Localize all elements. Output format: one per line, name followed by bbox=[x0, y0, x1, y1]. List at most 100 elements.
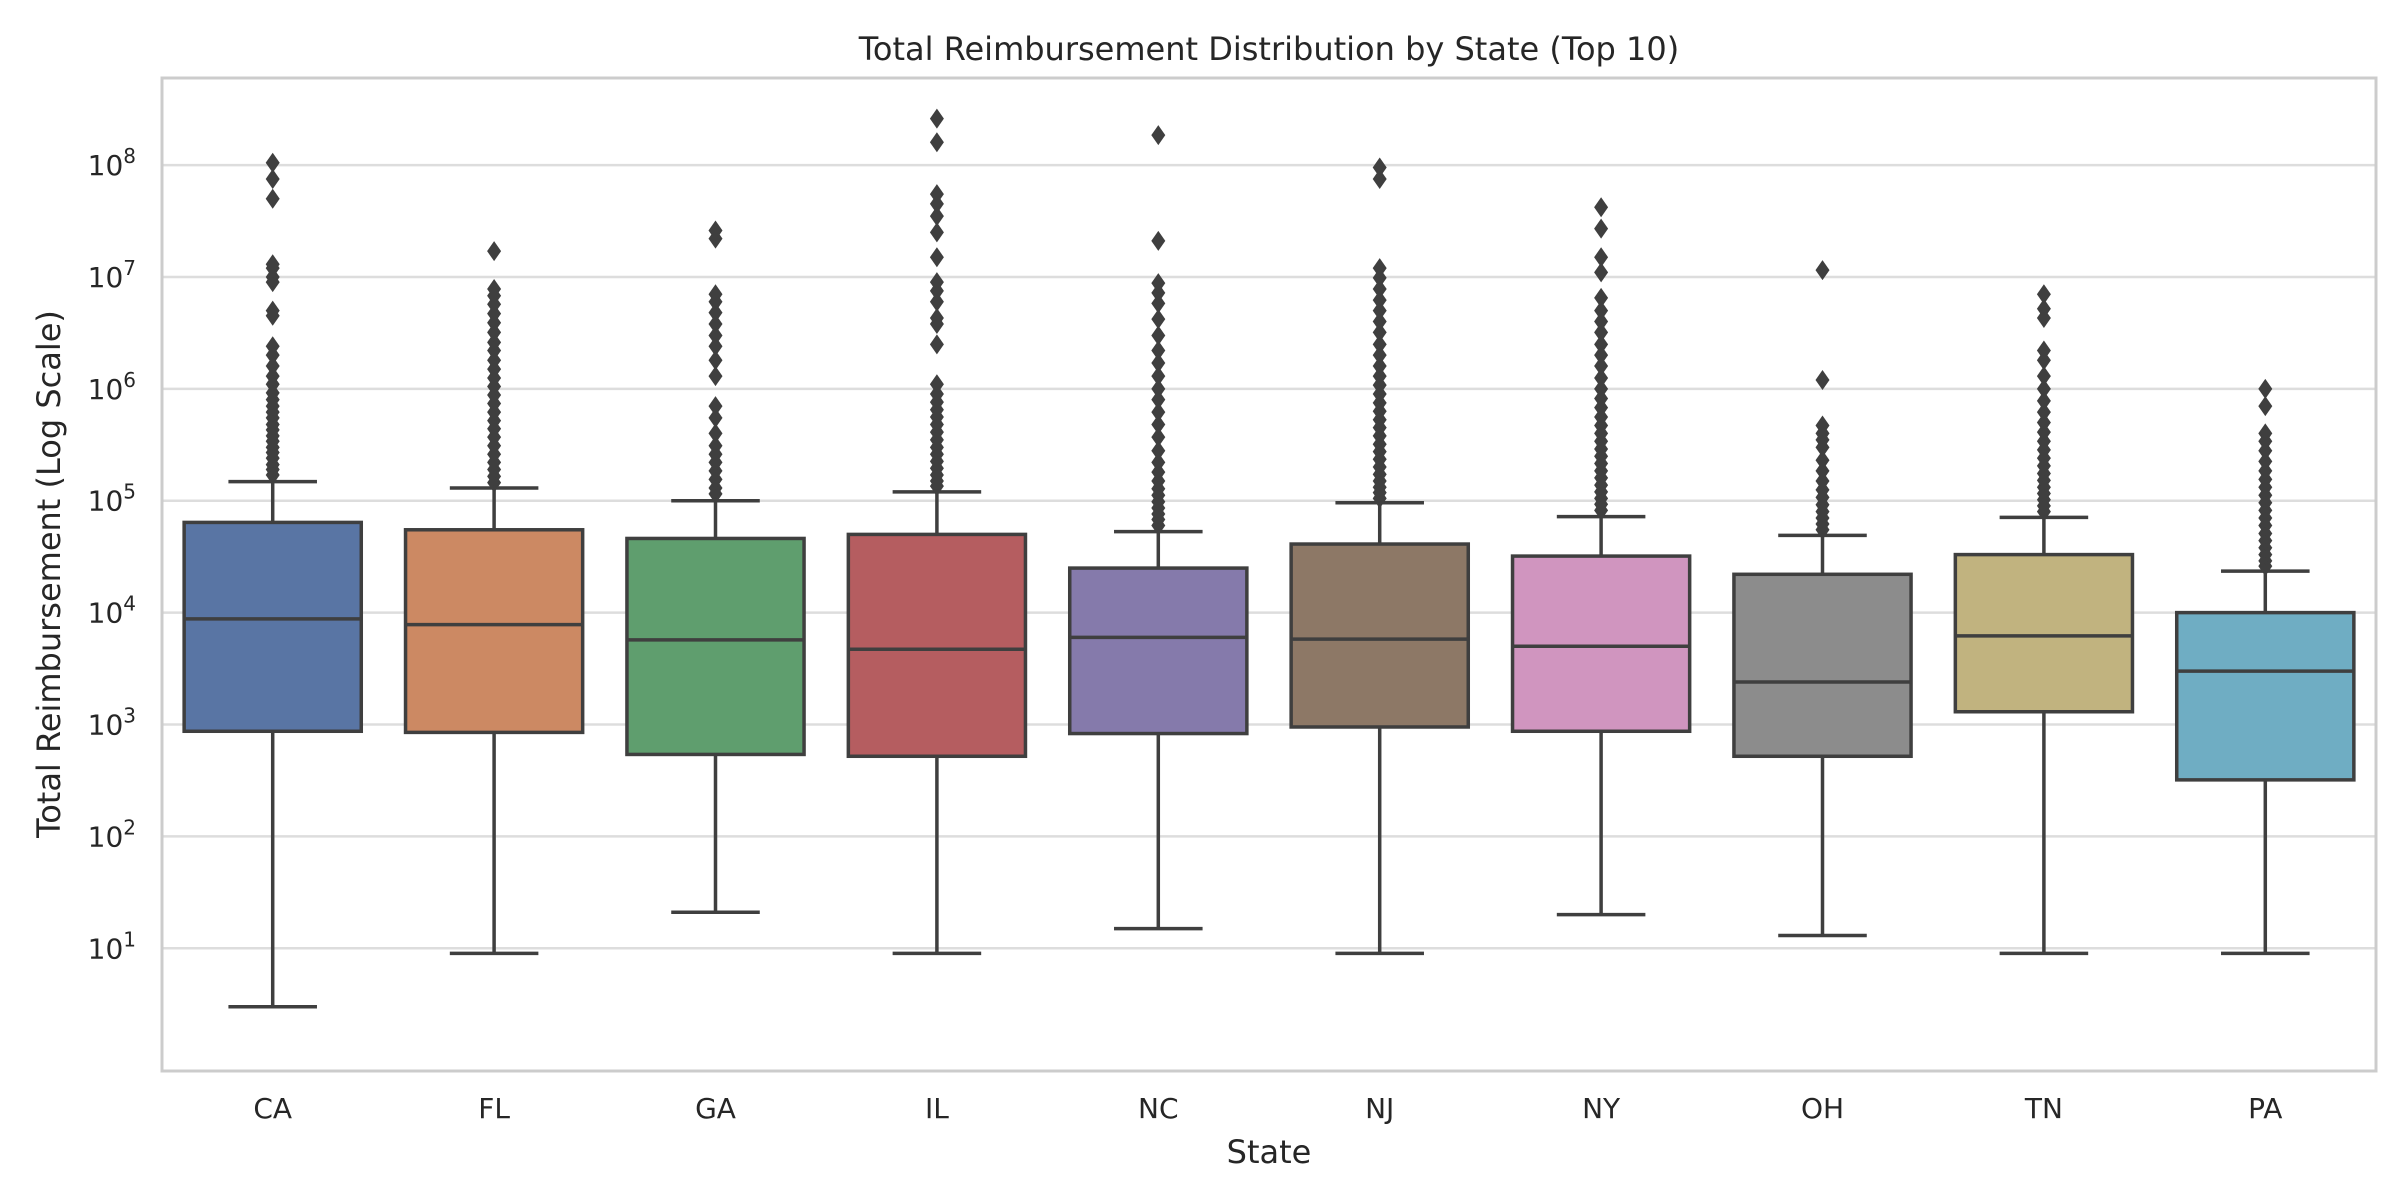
x-tick-label: GA bbox=[695, 1092, 736, 1125]
outlier-point bbox=[1594, 218, 1609, 239]
outlier-point bbox=[1151, 402, 1166, 423]
outlier-point bbox=[1151, 366, 1166, 387]
outlier-point bbox=[929, 374, 944, 395]
outlier-point bbox=[929, 272, 944, 293]
x-tick-labels: CA FL GA IL NC NJ NY OH TN PA bbox=[253, 1092, 2282, 1125]
outlier-point bbox=[2036, 340, 2051, 361]
y-tick-exponent: 7 bbox=[123, 256, 136, 280]
outlier-point bbox=[708, 407, 723, 428]
iqr-box bbox=[1732, 572, 1913, 759]
outlier-point bbox=[1594, 247, 1609, 268]
outlier-point bbox=[1594, 311, 1609, 332]
outlier-point bbox=[708, 325, 723, 346]
outlier-point bbox=[265, 355, 280, 376]
outlier-point bbox=[265, 300, 280, 321]
outlier-point bbox=[2036, 402, 2051, 423]
box-oh bbox=[1732, 260, 1913, 938]
outlier-point bbox=[2258, 451, 2273, 472]
outlier-point bbox=[1151, 440, 1166, 461]
outlier-point bbox=[265, 169, 280, 190]
box-il bbox=[846, 108, 1028, 956]
outlier-point bbox=[1151, 273, 1166, 294]
y-tick-exponent: 2 bbox=[123, 815, 136, 839]
outlier-point bbox=[1372, 355, 1387, 376]
x-tick-label: NY bbox=[1582, 1092, 1621, 1125]
outlier-point bbox=[2258, 378, 2273, 399]
outlier-point bbox=[1151, 340, 1166, 361]
y-tick-base: 10 bbox=[88, 261, 124, 294]
outlier-point bbox=[1372, 366, 1387, 387]
box-ga bbox=[625, 220, 806, 914]
y-tick-exponent: 1 bbox=[123, 927, 136, 951]
plot-frame bbox=[160, 76, 2378, 1073]
outlier-point bbox=[929, 291, 944, 312]
y-tick-label: 107 bbox=[88, 256, 136, 294]
outlier-point bbox=[708, 336, 723, 357]
y-tick-base: 10 bbox=[88, 597, 124, 630]
chart-title: Total Reimbursement Distribution by Stat… bbox=[858, 30, 1679, 68]
outlier-point bbox=[1594, 287, 1609, 308]
y-tick-label: 101 bbox=[88, 927, 136, 965]
outlier-point bbox=[708, 350, 723, 371]
outlier-point bbox=[1151, 309, 1166, 330]
y-tick-exponent: 5 bbox=[123, 480, 136, 504]
outlier-point bbox=[929, 334, 944, 355]
outlier-point bbox=[1372, 311, 1387, 332]
iqr-box bbox=[1510, 554, 1692, 734]
y-tick-base: 10 bbox=[88, 373, 124, 406]
x-tick-label: OH bbox=[1801, 1092, 1844, 1125]
y-tick-label: 102 bbox=[88, 815, 136, 853]
outlier-point bbox=[1372, 322, 1387, 343]
box-fl bbox=[403, 241, 585, 956]
y-tick-base: 10 bbox=[88, 932, 124, 965]
outlier-point bbox=[1815, 260, 1830, 281]
outlier-point bbox=[1372, 334, 1387, 355]
outlier-point bbox=[1815, 415, 1830, 436]
box-layer bbox=[182, 108, 2356, 1009]
outlier-point bbox=[487, 332, 502, 353]
x-axis-label: State bbox=[1227, 1133, 1312, 1171]
outlier-point bbox=[1372, 300, 1387, 321]
outlier-point bbox=[265, 254, 280, 275]
outlier-point bbox=[1372, 258, 1387, 279]
box-tn bbox=[1953, 284, 2135, 956]
y-tick-base: 10 bbox=[88, 485, 124, 518]
iqr-box bbox=[403, 528, 585, 735]
outlier-point bbox=[929, 222, 944, 243]
y-tick-exponent: 6 bbox=[123, 368, 136, 392]
outlier-point bbox=[2258, 423, 2273, 444]
outlier-point bbox=[2036, 390, 2051, 411]
x-tick-label: CA bbox=[253, 1092, 292, 1125]
outlier-point bbox=[1815, 460, 1830, 481]
outlier-point bbox=[1594, 197, 1609, 218]
y-tick-label: 108 bbox=[88, 144, 136, 182]
outlier-point bbox=[708, 302, 723, 323]
outlier-point bbox=[487, 241, 502, 262]
outlier-point bbox=[929, 108, 944, 129]
outlier-point bbox=[265, 336, 280, 357]
outlier-point bbox=[708, 423, 723, 444]
y-tick-exponent: 8 bbox=[123, 144, 136, 168]
box-nc bbox=[1067, 125, 1249, 931]
outlier-point bbox=[1372, 157, 1387, 178]
y-tick-exponent: 3 bbox=[123, 703, 136, 727]
iqr-box bbox=[846, 532, 1028, 759]
outlier-point bbox=[2036, 284, 2051, 305]
y-axis-label: Total Reimbursement (Log Scale) bbox=[30, 310, 68, 839]
x-tick-label: FL bbox=[478, 1092, 510, 1125]
outlier-point bbox=[1594, 334, 1609, 355]
y-tick-exponent: 4 bbox=[123, 592, 136, 616]
x-tick-label: NJ bbox=[1365, 1092, 1394, 1125]
outlier-point bbox=[1594, 322, 1609, 343]
outlier-point bbox=[1594, 367, 1609, 388]
outlier-point bbox=[265, 152, 280, 173]
outlier-point bbox=[1151, 230, 1166, 251]
outlier-point bbox=[708, 284, 723, 305]
outlier-point bbox=[2036, 412, 2051, 433]
x-tick-label: PA bbox=[2248, 1092, 2282, 1125]
outlier-point bbox=[1372, 345, 1387, 366]
iqr-box bbox=[1289, 542, 1471, 729]
iqr-box bbox=[1067, 566, 1249, 736]
outlier-point bbox=[265, 188, 280, 209]
